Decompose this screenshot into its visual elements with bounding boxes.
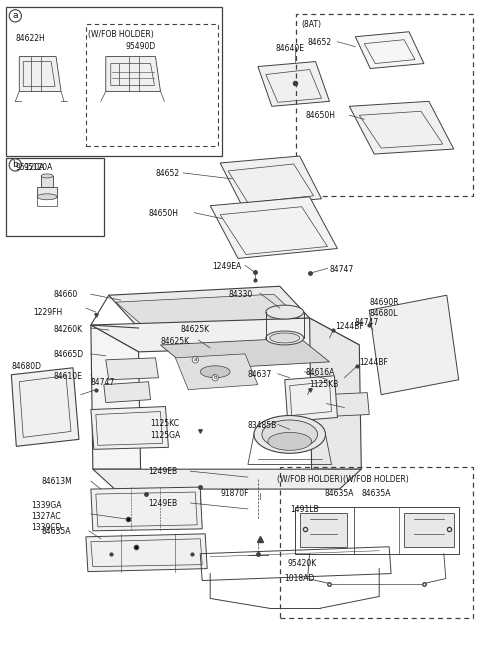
Text: 1339GA
1327AC
1339CD: 1339GA 1327AC 1339CD xyxy=(31,501,62,532)
Text: (W/FOB HOLDER): (W/FOB HOLDER) xyxy=(88,30,154,39)
Bar xyxy=(280,467,473,618)
Text: (W/FOB HOLDER): (W/FOB HOLDER) xyxy=(343,475,409,484)
Text: 84747: 84747 xyxy=(91,378,115,387)
Polygon shape xyxy=(355,32,424,69)
Polygon shape xyxy=(104,382,151,402)
Text: (8AT): (8AT) xyxy=(301,20,322,29)
Bar xyxy=(6,7,222,156)
Bar xyxy=(6,158,104,236)
Text: 95490D: 95490D xyxy=(125,42,156,51)
Polygon shape xyxy=(116,294,301,328)
Polygon shape xyxy=(12,368,79,446)
Polygon shape xyxy=(86,534,207,571)
Ellipse shape xyxy=(37,194,57,200)
Ellipse shape xyxy=(266,305,304,319)
Text: 84640E: 84640E xyxy=(276,44,305,53)
Polygon shape xyxy=(258,62,329,107)
Polygon shape xyxy=(285,376,337,422)
Polygon shape xyxy=(41,176,53,187)
Text: 84635A: 84635A xyxy=(41,527,71,536)
Ellipse shape xyxy=(268,432,312,450)
Text: 84637: 84637 xyxy=(248,370,272,379)
Polygon shape xyxy=(109,286,310,328)
Polygon shape xyxy=(324,393,369,416)
Text: 84622H: 84622H xyxy=(15,34,45,43)
Text: 1244BF: 1244BF xyxy=(360,358,388,367)
Polygon shape xyxy=(310,318,361,469)
Polygon shape xyxy=(404,513,454,547)
Polygon shape xyxy=(300,513,348,547)
Text: b: b xyxy=(214,375,217,380)
Text: 84652: 84652 xyxy=(156,169,180,178)
Text: 1249EB: 1249EB xyxy=(148,467,178,476)
Text: 84610E: 84610E xyxy=(53,372,82,381)
Polygon shape xyxy=(91,318,360,352)
Polygon shape xyxy=(91,325,141,469)
Text: 84680D: 84680D xyxy=(12,362,41,371)
Text: 84625K: 84625K xyxy=(160,337,190,346)
Text: 84616A: 84616A xyxy=(306,368,335,377)
Polygon shape xyxy=(220,156,322,206)
Text: 95120A: 95120A xyxy=(15,163,45,172)
Text: 84635A: 84635A xyxy=(361,489,391,498)
Polygon shape xyxy=(369,295,459,395)
Text: 84690R
84680L: 84690R 84680L xyxy=(369,298,399,318)
Text: (W/FOB HOLDER): (W/FOB HOLDER) xyxy=(276,475,342,484)
Text: b: b xyxy=(12,160,18,169)
Text: a: a xyxy=(12,11,18,21)
Polygon shape xyxy=(37,187,57,197)
Text: 1244BF: 1244BF xyxy=(336,322,364,331)
Text: 84650H: 84650H xyxy=(306,111,336,120)
Text: 84260K: 84260K xyxy=(53,325,82,334)
Text: 84625K: 84625K xyxy=(180,325,209,334)
Polygon shape xyxy=(91,487,202,531)
Polygon shape xyxy=(160,338,329,370)
Text: 84660: 84660 xyxy=(53,290,77,299)
Text: 1249EB: 1249EB xyxy=(148,499,178,508)
Text: a: a xyxy=(193,357,197,362)
Bar xyxy=(86,24,218,146)
Polygon shape xyxy=(106,358,158,380)
Text: 91870F: 91870F xyxy=(220,489,249,498)
Text: 1018AD: 1018AD xyxy=(284,573,314,583)
Polygon shape xyxy=(19,56,61,91)
Text: 83485B: 83485B xyxy=(248,422,277,430)
Polygon shape xyxy=(210,197,337,258)
Polygon shape xyxy=(349,101,454,154)
Text: 84665D: 84665D xyxy=(53,350,83,359)
Text: 84747: 84747 xyxy=(354,318,379,327)
Text: 84652: 84652 xyxy=(308,38,332,47)
Text: 1125KC
1125GA: 1125KC 1125GA xyxy=(151,420,181,440)
Ellipse shape xyxy=(270,333,300,343)
Text: 84330: 84330 xyxy=(228,290,252,299)
Text: 1249EA: 1249EA xyxy=(212,262,241,271)
Text: 84635A: 84635A xyxy=(324,489,354,498)
Polygon shape xyxy=(175,354,258,390)
Polygon shape xyxy=(91,406,168,449)
Polygon shape xyxy=(93,469,361,489)
Ellipse shape xyxy=(262,420,318,449)
Text: 84650H: 84650H xyxy=(148,209,179,218)
Ellipse shape xyxy=(200,366,230,378)
Ellipse shape xyxy=(254,416,325,453)
Text: 1125KB: 1125KB xyxy=(310,380,339,389)
Polygon shape xyxy=(106,56,160,91)
Bar xyxy=(296,14,473,196)
Text: 1229FH: 1229FH xyxy=(33,308,62,317)
Text: 95120A: 95120A xyxy=(23,163,53,172)
Ellipse shape xyxy=(266,331,304,345)
Ellipse shape xyxy=(41,174,53,178)
Text: 95420K: 95420K xyxy=(288,559,317,568)
Text: 84613M: 84613M xyxy=(41,477,72,486)
Text: 84747: 84747 xyxy=(329,265,354,274)
Text: 1491LB: 1491LB xyxy=(290,505,318,514)
